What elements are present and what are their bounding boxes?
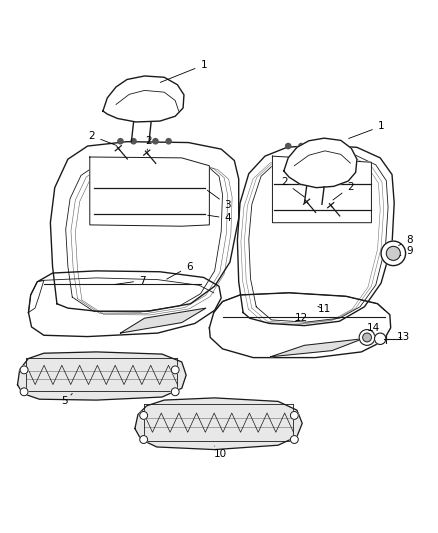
- Text: 3: 3: [207, 190, 231, 210]
- Circle shape: [171, 388, 179, 395]
- Polygon shape: [272, 156, 371, 223]
- Text: 2: 2: [281, 177, 304, 197]
- Circle shape: [166, 139, 171, 144]
- Circle shape: [334, 143, 339, 149]
- Polygon shape: [28, 271, 221, 336]
- Text: 12: 12: [295, 313, 308, 323]
- Circle shape: [299, 143, 304, 149]
- Circle shape: [286, 143, 291, 149]
- Circle shape: [363, 333, 371, 342]
- Circle shape: [153, 139, 158, 144]
- Circle shape: [20, 388, 28, 395]
- Text: 13: 13: [397, 333, 410, 343]
- Circle shape: [171, 366, 179, 374]
- Polygon shape: [135, 398, 302, 449]
- Polygon shape: [237, 145, 394, 326]
- Polygon shape: [18, 352, 186, 400]
- Polygon shape: [284, 138, 357, 188]
- Text: 2: 2: [145, 136, 152, 150]
- Circle shape: [381, 241, 406, 265]
- Polygon shape: [271, 339, 363, 357]
- Text: 4: 4: [208, 213, 231, 223]
- Circle shape: [386, 246, 400, 260]
- Polygon shape: [50, 142, 239, 311]
- Circle shape: [321, 143, 326, 149]
- Text: 5: 5: [61, 393, 72, 406]
- Text: 14: 14: [367, 323, 380, 333]
- Text: 10: 10: [213, 446, 226, 459]
- Circle shape: [140, 435, 148, 443]
- Text: 9: 9: [400, 246, 413, 256]
- Text: 6: 6: [167, 262, 193, 279]
- Text: 1: 1: [160, 60, 207, 83]
- Circle shape: [131, 139, 136, 144]
- Text: 2: 2: [333, 182, 354, 200]
- Circle shape: [374, 333, 386, 344]
- Text: 8: 8: [399, 235, 413, 246]
- Circle shape: [359, 329, 375, 345]
- Circle shape: [118, 139, 123, 144]
- Polygon shape: [209, 293, 391, 358]
- Circle shape: [20, 366, 28, 374]
- Circle shape: [290, 411, 298, 419]
- Polygon shape: [120, 308, 206, 333]
- Text: 1: 1: [349, 122, 385, 139]
- Polygon shape: [103, 76, 184, 122]
- Text: 11: 11: [318, 304, 331, 314]
- Text: 7: 7: [114, 276, 146, 286]
- Circle shape: [290, 435, 298, 443]
- Polygon shape: [90, 157, 209, 226]
- Circle shape: [140, 411, 148, 419]
- Text: 2: 2: [88, 131, 117, 146]
